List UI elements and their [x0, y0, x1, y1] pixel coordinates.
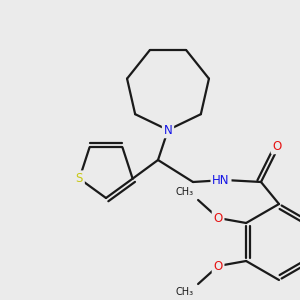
Text: N: N [164, 124, 172, 136]
Text: O: O [272, 140, 282, 152]
Text: O: O [214, 212, 223, 224]
Text: CH₃: CH₃ [175, 287, 193, 297]
Text: O: O [214, 260, 223, 272]
Text: HN: HN [212, 173, 230, 187]
Text: S: S [76, 172, 83, 185]
Text: CH₃: CH₃ [175, 187, 193, 197]
